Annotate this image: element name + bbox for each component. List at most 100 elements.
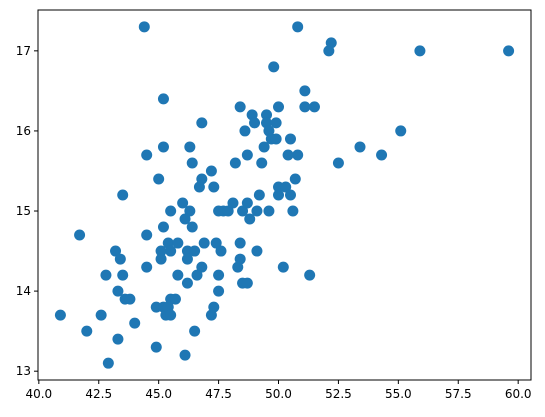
point <box>241 277 253 289</box>
point <box>222 205 234 217</box>
point <box>189 245 201 257</box>
point <box>239 125 251 137</box>
point <box>241 149 253 161</box>
point <box>249 117 261 129</box>
point <box>292 149 304 161</box>
point <box>251 245 263 257</box>
point <box>376 149 388 161</box>
point <box>112 333 124 345</box>
point <box>181 277 193 289</box>
point <box>100 269 112 281</box>
point <box>179 349 191 361</box>
point <box>138 21 150 33</box>
y-tick-label: 17 <box>16 44 31 58</box>
point <box>282 149 294 161</box>
point <box>234 253 246 265</box>
point <box>299 101 311 113</box>
point <box>102 357 114 369</box>
point <box>155 253 167 265</box>
point <box>258 141 270 153</box>
point <box>292 21 304 33</box>
point <box>186 157 198 169</box>
point <box>157 93 169 105</box>
point <box>395 125 407 137</box>
x-tick-label: 45.0 <box>145 387 172 401</box>
point <box>215 245 227 257</box>
point <box>270 133 282 145</box>
point <box>304 269 316 281</box>
point <box>150 341 162 353</box>
point <box>208 181 220 193</box>
point <box>186 221 198 233</box>
point <box>287 205 299 217</box>
point <box>241 197 253 209</box>
point <box>189 325 201 337</box>
point <box>179 213 191 225</box>
point <box>308 101 320 113</box>
x-tick-label: 55.0 <box>385 387 412 401</box>
point <box>270 117 282 129</box>
point <box>237 205 249 217</box>
point <box>414 45 426 57</box>
point <box>213 285 225 297</box>
point <box>172 237 184 249</box>
point <box>210 237 222 249</box>
point <box>273 101 285 113</box>
point <box>114 253 126 265</box>
point <box>261 109 273 121</box>
point <box>253 189 265 201</box>
point <box>141 229 153 241</box>
point <box>503 45 515 57</box>
point <box>184 141 196 153</box>
point <box>273 189 285 201</box>
point <box>205 165 217 177</box>
point <box>81 325 93 337</box>
point <box>74 229 86 241</box>
x-tick-label: 47.5 <box>205 387 232 401</box>
point <box>289 173 301 185</box>
point <box>177 197 189 209</box>
x-tick-label: 42.5 <box>85 387 112 401</box>
point <box>196 173 208 185</box>
point <box>234 237 246 249</box>
point <box>227 197 239 209</box>
x-tick-label: 52.5 <box>325 387 352 401</box>
point <box>208 301 220 313</box>
point <box>196 117 208 129</box>
y-tick-label: 13 <box>16 364 31 378</box>
point <box>244 213 256 225</box>
point <box>124 293 136 305</box>
point <box>112 285 124 297</box>
point <box>284 189 296 201</box>
point <box>141 149 153 161</box>
point <box>157 141 169 153</box>
point <box>332 157 344 169</box>
point <box>184 205 196 217</box>
point <box>299 85 311 97</box>
point <box>165 205 177 217</box>
x-tick-label: 40.0 <box>25 387 52 401</box>
y-tick-label: 15 <box>16 204 31 218</box>
x-tick-label: 57.5 <box>445 387 472 401</box>
point <box>198 237 210 249</box>
point <box>129 317 141 329</box>
point <box>256 157 268 169</box>
point <box>284 133 296 145</box>
point <box>54 309 66 321</box>
point <box>157 221 169 233</box>
point <box>95 309 107 321</box>
point <box>110 245 122 257</box>
point <box>172 269 184 281</box>
point <box>153 173 165 185</box>
x-tick-label: 50.0 <box>265 387 292 401</box>
point <box>234 101 246 113</box>
point <box>263 205 275 217</box>
point <box>181 253 193 265</box>
axes-frame <box>37 9 532 381</box>
point <box>277 261 289 273</box>
point <box>354 141 366 153</box>
y-tick-label: 16 <box>16 124 31 138</box>
point <box>165 309 177 321</box>
point <box>169 293 181 305</box>
